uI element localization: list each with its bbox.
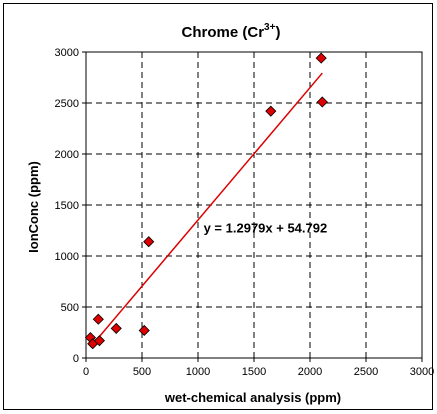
data-point xyxy=(138,324,150,337)
x-tick-label: 2500 xyxy=(354,366,378,378)
y-tick-label: 3000 xyxy=(55,47,79,59)
x-tick-label: 0 xyxy=(83,366,89,378)
y-tick-label: 1500 xyxy=(55,200,79,212)
plot-area: 0 500 1000 1500 2000 2500 3000 0 500 1000 1500 2000… xyxy=(55,47,434,378)
data-point xyxy=(110,322,122,334)
y-tick-label: 2500 xyxy=(55,98,79,110)
trendline xyxy=(89,72,323,348)
x-tick-label: 1000 xyxy=(186,366,210,378)
chart-title: Chrome (Cr3+) xyxy=(182,22,281,41)
x-tick-label: 500 xyxy=(133,366,151,378)
x-tick-label: 2000 xyxy=(298,366,322,378)
data-point xyxy=(92,313,104,325)
data-point xyxy=(143,236,155,248)
data-point xyxy=(93,335,106,347)
chart-title-superscript: 3+ xyxy=(264,22,276,33)
chart-frame: Chrome (Cr3+) 0 500 1000 1500 2000 2500 3000 0 5… xyxy=(3,3,434,410)
data-point xyxy=(316,96,328,108)
x-tick-label: 3000 xyxy=(410,366,434,378)
data-point xyxy=(265,105,277,117)
chart: Chrome (Cr3+) 0 500 1000 1500 2000 2500 3000 0 5… xyxy=(26,22,434,405)
y-tick-label: 1000 xyxy=(55,251,79,263)
y-axis-title: IonConc (ppm) xyxy=(26,161,41,253)
chart-title-suffix: ) xyxy=(275,24,280,41)
x-axis-title: wet-chemical analysis (ppm) xyxy=(164,390,341,405)
x-tick-label: 1500 xyxy=(242,366,266,378)
y-tick-label: 500 xyxy=(61,302,79,314)
trendline-equation: y = 1.2979x + 54.792 xyxy=(204,221,328,236)
chart-title-main: Chrome (Cr xyxy=(182,24,265,41)
y-tick-label: 0 xyxy=(73,353,79,365)
data-point xyxy=(315,52,327,64)
y-tick-label: 2000 xyxy=(55,149,79,161)
